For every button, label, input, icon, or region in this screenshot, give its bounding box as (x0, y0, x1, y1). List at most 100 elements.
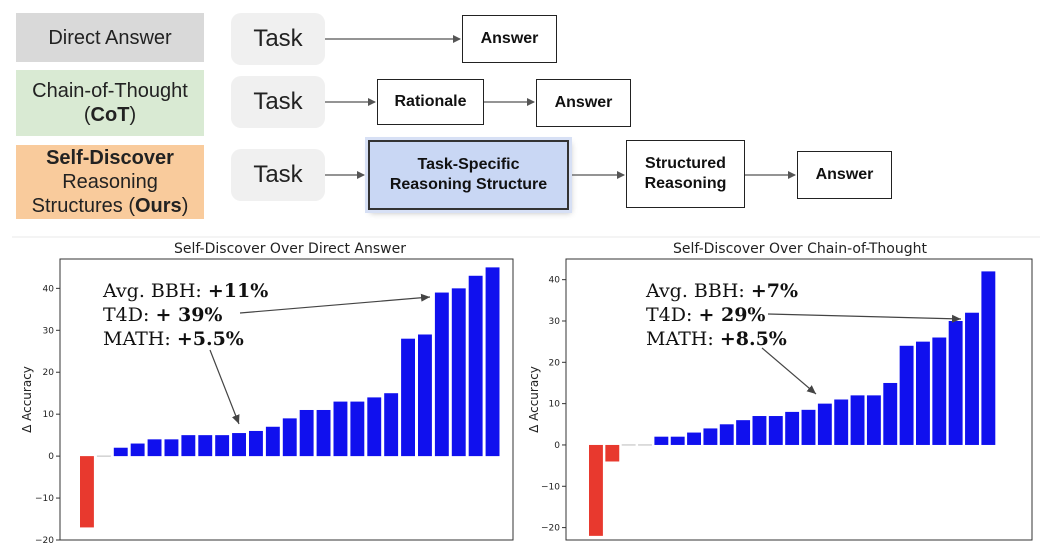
answer-box-cot: Answer (536, 79, 631, 127)
y-tick-label: 30 (43, 326, 55, 336)
chart-1: Self-Discover Over Direct Answer −20 −10 0 1… (20, 241, 514, 546)
bar (817, 403, 832, 445)
bar (181, 435, 196, 457)
bar (785, 411, 800, 445)
chart-title: Self-Discover Over Direct Answer (174, 241, 406, 257)
bar (232, 433, 246, 457)
bar (981, 271, 996, 445)
annotation-math: MATH: +8.5% (646, 328, 787, 350)
answer-box-ours: Answer (797, 151, 892, 199)
annotation-math: MATH: +5.5% (103, 328, 244, 350)
y-tick-label: 10 (549, 400, 561, 410)
bar (948, 320, 963, 445)
bar (451, 288, 466, 457)
bar (899, 345, 914, 445)
y-tick-label: 20 (549, 358, 561, 368)
bar (468, 275, 483, 457)
y-tick-label: 40 (549, 276, 561, 286)
bar (485, 267, 500, 457)
annotation-arrow (239, 293, 431, 314)
task-box-cot: Task (231, 76, 325, 128)
structured-line1: Structured (645, 155, 726, 172)
reasoning-structure-box: Task-Specific Reasoning Structure (368, 140, 569, 210)
bar (113, 447, 128, 457)
bar (198, 435, 213, 457)
bar (401, 338, 415, 457)
annotation-t4d: T4D: + 39% (103, 304, 222, 326)
annotation-t4d: T4D: + 29% (646, 304, 765, 326)
chart-title: Self-Discover Over Chain-of-Thought (673, 241, 927, 257)
y-tick-label: 20 (43, 368, 55, 378)
rationale-box: Rationale (377, 79, 484, 125)
bar (589, 444, 603, 536)
bar (834, 399, 849, 445)
ours-line3: Structures (Ours) (31, 195, 189, 217)
bar (282, 418, 297, 457)
cot-line2: (CoT) (83, 104, 137, 126)
ours-line1: Self-Discover (46, 147, 174, 169)
structure-line1: Task-Specific (417, 156, 520, 173)
y-tick-label: −10 (35, 494, 54, 504)
bar (350, 401, 365, 457)
plot-frame (59, 258, 514, 541)
bar (605, 444, 620, 462)
bar (249, 430, 263, 457)
bar (384, 393, 399, 457)
bar (932, 337, 947, 445)
bar (316, 409, 331, 457)
bar (670, 436, 685, 445)
bar (215, 435, 230, 457)
bar (916, 341, 930, 445)
y-axis-label: Δ Accuracy (20, 366, 34, 433)
y-tick-label: 30 (549, 317, 561, 327)
y-tick-label: 40 (43, 284, 55, 294)
bar (367, 397, 382, 457)
y-tick-label: 0 (554, 441, 560, 451)
bar (687, 432, 701, 445)
annotation-arrow (761, 347, 817, 395)
annotation-bbh: Avg. BBH: +11% (102, 280, 268, 302)
task-box-ours: Task (231, 149, 325, 201)
bar (130, 443, 145, 457)
y-tick-label: 0 (48, 452, 54, 462)
bar (866, 395, 881, 445)
bar (434, 292, 449, 457)
bar (719, 424, 734, 445)
method-label-direct: Direct Answer (16, 13, 204, 62)
y-tick-label: −20 (541, 524, 560, 534)
chart-2: Self-Discover Over Chain-of-Thought −20 −1… (527, 241, 1033, 541)
bar (418, 334, 432, 457)
bar (654, 436, 669, 445)
y-axis-label: Δ Accuracy (527, 366, 541, 433)
bar (147, 439, 162, 457)
bar (299, 409, 314, 457)
bar (736, 420, 751, 445)
bar (265, 426, 280, 457)
method-label-cot: Chain-of-Thought (CoT) (16, 70, 204, 136)
y-tick-label: −20 (35, 536, 54, 546)
ours-line2: Reasoning (62, 171, 158, 193)
plot-frame (565, 258, 1033, 541)
annotation-arrow (209, 349, 240, 425)
structure-line2: Reasoning Structure (389, 176, 548, 193)
structured-reasoning-box: Structured Reasoning (626, 140, 745, 208)
task-box-direct: Task (231, 13, 325, 65)
bar (850, 395, 865, 445)
bar (801, 409, 816, 445)
bar (333, 401, 348, 457)
answer-box-direct: Answer (462, 15, 557, 63)
bar (752, 416, 767, 445)
y-tick-label: −10 (541, 482, 560, 492)
structured-line2: Reasoning (644, 175, 727, 192)
method-label-direct-text: Direct Answer (48, 26, 172, 49)
bar (164, 439, 179, 457)
bar (883, 382, 898, 445)
annotation-bbh: Avg. BBH: +7% (645, 280, 798, 302)
bar (965, 312, 979, 445)
method-label-ours: Self-Discover Reasoning Structures (Ours… (16, 145, 204, 219)
bar (768, 416, 783, 445)
bar (703, 428, 718, 445)
cot-line1: Chain-of-Thought (32, 80, 188, 102)
annotation-arrow (767, 313, 962, 323)
